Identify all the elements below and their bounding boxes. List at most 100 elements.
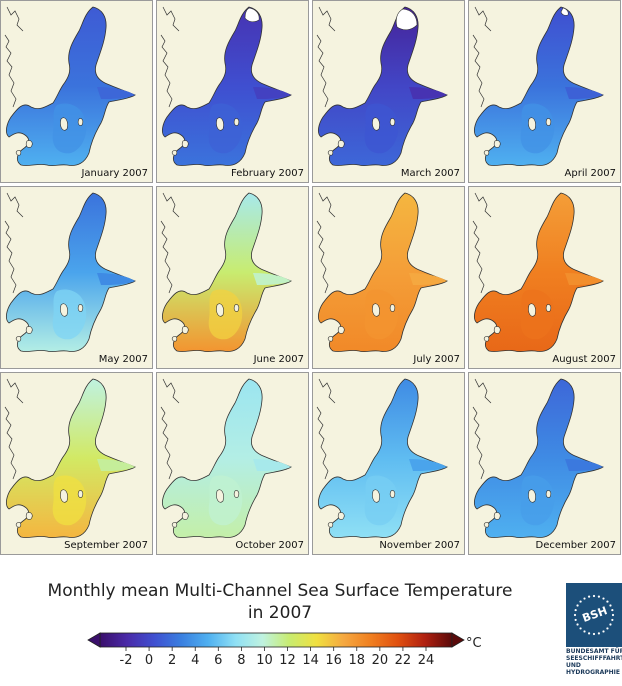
gulf-of-finland: [409, 459, 447, 471]
sea-surface: [161, 378, 292, 539]
coastline: [6, 378, 24, 404]
baltic-proper-basin: [208, 475, 243, 526]
baltic-proper-basin: [52, 475, 87, 526]
sst-month-panel: April 2007: [468, 0, 621, 183]
panel-month-label: February 2007: [231, 168, 304, 179]
coastline: [472, 406, 485, 480]
baltic-proper-basin: [208, 103, 243, 154]
baltic-sea-map: [472, 378, 604, 539]
island: [493, 140, 501, 148]
sea-surface: [5, 6, 136, 167]
baltic-proper-basin: [208, 289, 243, 340]
panel-month-label: July 2007: [413, 354, 460, 365]
coastline: [318, 6, 336, 32]
coastline: [316, 220, 329, 294]
bsh-logo: BSH BUNDESAMT FÜR SEESCHIFFFAHRT UND HYDROG…: [566, 583, 622, 686]
island: [493, 512, 501, 520]
bsh-logo-text: BUNDESAMT FÜR SEESCHIFFFAHRT UND HYDROGRAPH…: [566, 648, 622, 676]
logo-star-dot: [597, 632, 601, 635]
coastline: [162, 6, 180, 32]
colorbar-tick-label: 14: [302, 653, 319, 668]
sst-map-grid: January 2007 February 2007 March 2007 April…: [0, 0, 621, 555]
coastline: [472, 34, 485, 108]
baltic-sea-map: [472, 192, 604, 353]
panel-month-label: January 2007: [81, 168, 148, 179]
colorbar-tick-label: 10: [256, 653, 273, 668]
baltic-sea-map: [316, 378, 448, 539]
island: [77, 304, 84, 312]
sea-surface: [317, 192, 448, 353]
logo-star-dot: [573, 613, 577, 617]
island: [372, 489, 380, 503]
colorbar-tick-label: 20: [372, 653, 389, 668]
sea-surface: [161, 6, 292, 167]
island: [337, 512, 345, 520]
logo-star-dot: [611, 613, 615, 617]
gulf-of-finland: [97, 459, 135, 471]
logo-star-dot: [606, 627, 609, 630]
logo-star-dot: [587, 632, 591, 635]
baltic-proper-basin: [52, 103, 87, 154]
island: [25, 140, 33, 148]
sst-month-panel: August 2007: [468, 186, 621, 369]
sst-month-panel: March 2007: [312, 0, 465, 183]
gulf-of-finland: [565, 87, 603, 99]
sst-month-panel: February 2007: [156, 0, 309, 183]
coastline: [160, 34, 173, 108]
colorbar-tick-label: 24: [418, 653, 435, 668]
figure-title: Monthly mean Multi-Channel Sea Surface T…: [0, 580, 560, 624]
island: [327, 522, 334, 528]
baltic-sea-map: [4, 192, 136, 353]
island: [483, 336, 490, 342]
island: [77, 490, 84, 498]
island: [389, 490, 396, 498]
panel-month-label: June 2007: [253, 354, 304, 365]
panel-month-label: May 2007: [98, 354, 148, 365]
island: [483, 150, 490, 156]
sea-surface: [473, 192, 604, 353]
island: [327, 150, 334, 156]
sst-month-panel: September 2007: [0, 372, 153, 555]
island: [545, 304, 552, 312]
gulf-of-finland: [253, 273, 291, 285]
island: [216, 117, 224, 131]
coastline: [160, 220, 173, 294]
island: [528, 303, 536, 317]
panel-month-label: March 2007: [400, 168, 460, 179]
logo-text-line: HYDROGRAPHIE: [566, 669, 621, 676]
logo-star-dot: [609, 604, 612, 607]
island: [372, 303, 380, 317]
logo-star-dot: [602, 597, 605, 600]
island: [372, 117, 380, 131]
coastline: [474, 192, 492, 218]
gulf-of-finland: [565, 273, 603, 285]
logo-text-line: SEESCHIFFFAHRT: [566, 655, 622, 662]
sea-surface: [5, 378, 136, 539]
bsh-logo-mark: BSH: [566, 583, 622, 647]
colorbar-tick-label: 6: [214, 653, 222, 668]
sst-month-panel: October 2007: [156, 372, 309, 555]
baltic-sea-map: [160, 6, 292, 167]
gulf-of-finland: [97, 273, 135, 285]
coastline: [6, 192, 24, 218]
logo-star-dot: [576, 623, 579, 626]
logo-star-dot: [611, 618, 614, 622]
colorbar-tick-label: 0: [145, 653, 153, 668]
baltic-sea-map: [160, 192, 292, 353]
sst-month-panel: June 2007: [156, 186, 309, 369]
logo-star-dot: [579, 627, 582, 630]
sst-month-panel: July 2007: [312, 186, 465, 369]
island: [15, 336, 22, 342]
island: [389, 304, 396, 312]
sea-surface: [5, 192, 136, 353]
coastline: [318, 192, 336, 218]
baltic-proper-basin: [364, 103, 399, 154]
gulf-of-finland: [97, 87, 135, 99]
island: [181, 326, 189, 334]
island: [181, 140, 189, 148]
island: [528, 117, 536, 131]
logo-star-dot: [579, 600, 582, 603]
island: [483, 522, 490, 528]
gulf-of-finland: [565, 459, 603, 471]
baltic-proper-basin: [364, 289, 399, 340]
